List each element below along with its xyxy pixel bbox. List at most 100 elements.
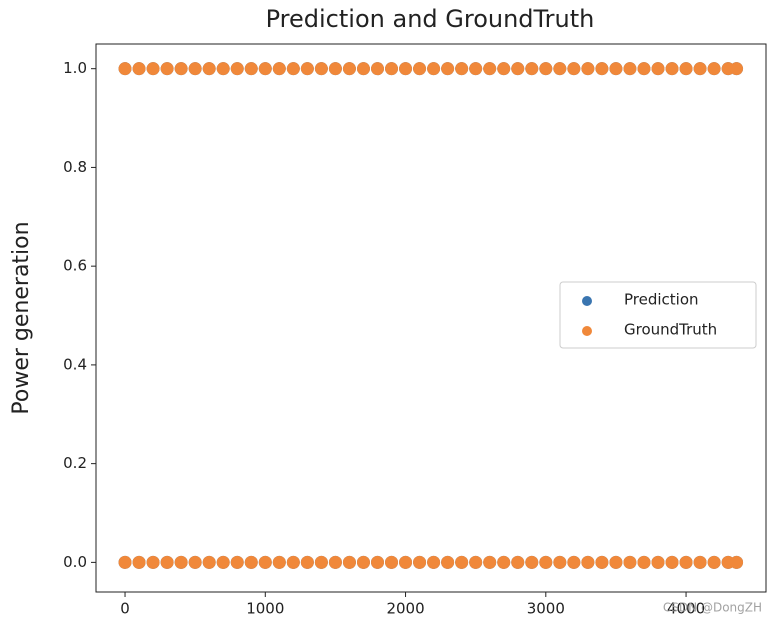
point bbox=[497, 62, 511, 76]
point bbox=[328, 555, 342, 569]
point bbox=[258, 62, 272, 76]
y-tick-label: 0.2 bbox=[63, 454, 87, 472]
point bbox=[455, 555, 469, 569]
point bbox=[413, 555, 427, 569]
point bbox=[581, 555, 595, 569]
legend: Prediction GroundTruth bbox=[559, 281, 757, 349]
point bbox=[730, 62, 744, 76]
point bbox=[399, 62, 413, 76]
point bbox=[300, 555, 314, 569]
point bbox=[567, 555, 581, 569]
x-tick-label: 4000 bbox=[667, 600, 705, 618]
chart-title: Prediction and GroundTruth bbox=[266, 5, 595, 33]
point bbox=[730, 555, 744, 569]
point bbox=[553, 555, 567, 569]
point bbox=[230, 555, 244, 569]
point bbox=[637, 62, 651, 76]
point bbox=[623, 62, 637, 76]
point bbox=[525, 555, 539, 569]
point bbox=[441, 62, 455, 76]
legend-marker bbox=[582, 326, 592, 336]
point bbox=[328, 62, 342, 76]
point bbox=[637, 555, 651, 569]
point bbox=[651, 555, 665, 569]
point bbox=[511, 62, 525, 76]
y-tick-label: 0.8 bbox=[63, 158, 87, 176]
point bbox=[356, 62, 370, 76]
point bbox=[132, 555, 146, 569]
point bbox=[160, 62, 174, 76]
point bbox=[679, 62, 693, 76]
point bbox=[469, 555, 483, 569]
y-tick-label: 0.0 bbox=[63, 553, 87, 571]
point bbox=[342, 62, 356, 76]
point bbox=[553, 62, 567, 76]
point bbox=[314, 555, 328, 569]
point bbox=[469, 62, 483, 76]
point bbox=[118, 62, 132, 76]
point bbox=[272, 555, 286, 569]
point bbox=[216, 62, 230, 76]
point bbox=[595, 62, 609, 76]
point bbox=[539, 555, 553, 569]
point bbox=[567, 62, 581, 76]
x-tick-label: 1000 bbox=[246, 600, 284, 618]
y-tick-label: 0.6 bbox=[63, 257, 87, 275]
point bbox=[665, 555, 679, 569]
point bbox=[314, 62, 328, 76]
point bbox=[427, 555, 441, 569]
point bbox=[595, 555, 609, 569]
point bbox=[202, 555, 216, 569]
point bbox=[216, 555, 230, 569]
watermark: CSDN @DongZH bbox=[663, 601, 762, 615]
point bbox=[707, 555, 721, 569]
point bbox=[497, 555, 511, 569]
point bbox=[244, 555, 258, 569]
x-tick-label: 3000 bbox=[527, 600, 565, 618]
point bbox=[272, 62, 286, 76]
point bbox=[188, 555, 202, 569]
point bbox=[202, 62, 216, 76]
point bbox=[188, 62, 202, 76]
point bbox=[483, 555, 497, 569]
point bbox=[258, 555, 272, 569]
point bbox=[441, 555, 455, 569]
point bbox=[665, 62, 679, 76]
legend-label: GroundTruth bbox=[624, 321, 717, 339]
point bbox=[356, 555, 370, 569]
point bbox=[651, 62, 665, 76]
point bbox=[525, 62, 539, 76]
legend-marker bbox=[582, 296, 592, 306]
point bbox=[413, 62, 427, 76]
legend-label: Prediction bbox=[624, 291, 699, 309]
point bbox=[539, 62, 553, 76]
point bbox=[160, 555, 174, 569]
point bbox=[707, 62, 721, 76]
point bbox=[370, 555, 384, 569]
point bbox=[679, 555, 693, 569]
point bbox=[385, 62, 399, 76]
point bbox=[300, 62, 314, 76]
point bbox=[399, 555, 413, 569]
point bbox=[146, 62, 160, 76]
point bbox=[174, 555, 188, 569]
point bbox=[230, 62, 244, 76]
point bbox=[370, 62, 384, 76]
point bbox=[146, 555, 160, 569]
point bbox=[342, 555, 356, 569]
y-axis-label: Power generation bbox=[9, 221, 34, 414]
point bbox=[132, 62, 146, 76]
point bbox=[244, 62, 258, 76]
point bbox=[623, 555, 637, 569]
point bbox=[693, 62, 707, 76]
point bbox=[693, 555, 707, 569]
point bbox=[286, 62, 300, 76]
x-tick-label: 0 bbox=[120, 600, 130, 618]
point bbox=[609, 555, 623, 569]
y-tick-label: 1.0 bbox=[63, 59, 87, 77]
point bbox=[174, 62, 188, 76]
point bbox=[385, 555, 399, 569]
point bbox=[455, 62, 469, 76]
